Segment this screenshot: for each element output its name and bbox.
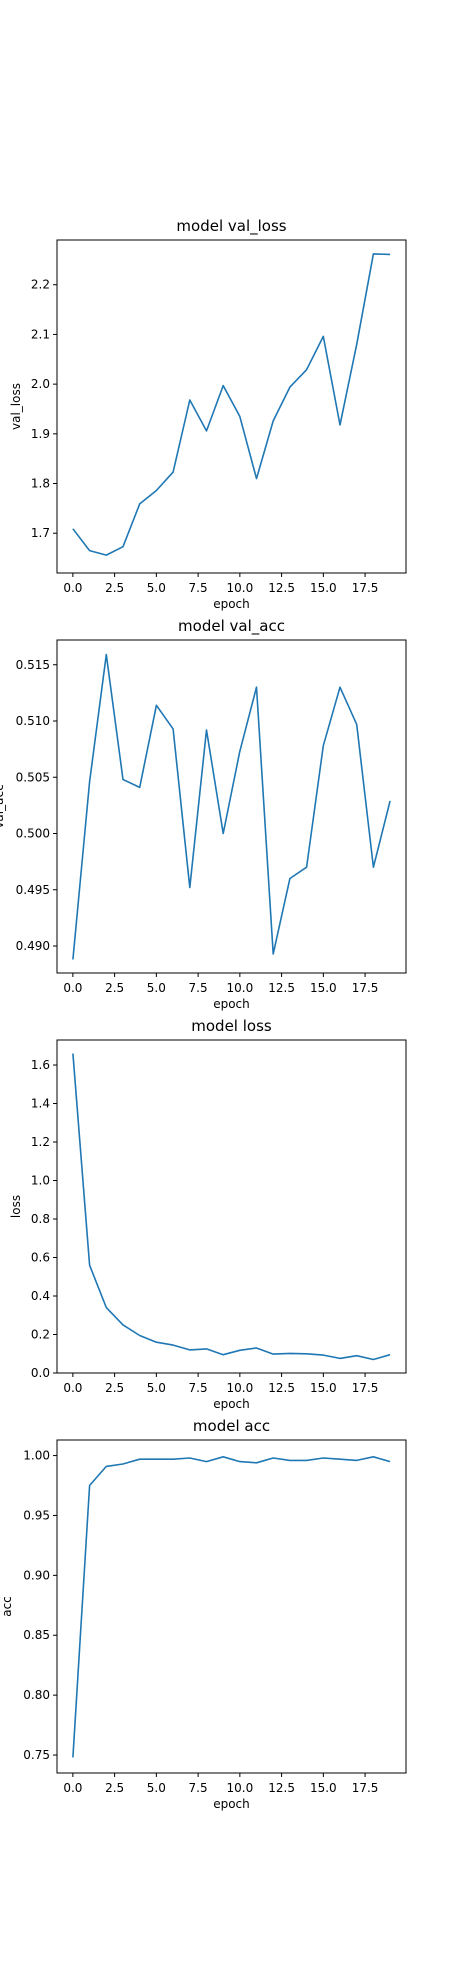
y-tick-label: 1.00 xyxy=(23,1449,50,1463)
y-tick-label: 2.1 xyxy=(31,327,50,341)
y-tick-label: 0.95 xyxy=(23,1508,50,1522)
y-tick-label: 0.6 xyxy=(31,1251,50,1265)
y-tick-label: 0.490 xyxy=(16,939,50,953)
y-tick-label: 0.2 xyxy=(31,1328,50,1342)
x-tick-label: 10.0 xyxy=(226,1381,253,1395)
y-tick-label: 1.0 xyxy=(31,1174,50,1188)
panel-acc: model acc 0.0 2.5 5.0 7.5 10.0 12.5 15.0 17.5 0… xyxy=(0,1417,407,1811)
x-tick-label: 15.0 xyxy=(310,1781,337,1795)
x-tick-label: 7.5 xyxy=(189,981,208,995)
plot-frame xyxy=(56,639,407,974)
y-axis-ticks: 0.490 0.495 0.500 0.505 0.510 0.515 xyxy=(16,658,57,953)
y-tick-label: 1.9 xyxy=(31,427,50,441)
x-tick-label: 0.0 xyxy=(63,581,82,595)
y-axis-ticks: 0.0 0.2 0.4 0.6 0.8 1.0 1.2 1.4 1.6 xyxy=(31,1058,57,1380)
x-tick-label: 5.0 xyxy=(147,981,166,995)
y-axis-label: acc xyxy=(0,1596,14,1617)
y-axis-label: loss xyxy=(9,1195,23,1218)
y-tick-label: 0.8 xyxy=(31,1212,50,1226)
x-axis-ticks: 0.0 2.5 5.0 7.5 10.0 12.5 15.0 17.5 xyxy=(63,1373,378,1395)
y-tick-label: 1.4 xyxy=(31,1097,50,1111)
x-axis-label: epoch xyxy=(213,1397,250,1411)
x-tick-label: 10.0 xyxy=(226,1781,253,1795)
y-tick-label: 0.85 xyxy=(23,1628,50,1642)
x-axis-ticks: 0.0 2.5 5.0 7.5 10.0 12.5 15.0 17.5 xyxy=(63,573,378,595)
x-tick-label: 2.5 xyxy=(105,981,124,995)
plot-frame xyxy=(56,1039,407,1374)
x-tick-label: 12.5 xyxy=(268,1381,295,1395)
y-axis-label: val_acc xyxy=(0,784,6,828)
x-tick-label: 17.5 xyxy=(352,581,379,595)
x-tick-label: 0.0 xyxy=(63,1781,82,1795)
x-tick-label: 0.0 xyxy=(63,981,82,995)
panel-loss: model loss 0.0 2.5 5.0 7.5 10.0 12.5 15.0 17.5 … xyxy=(9,1017,407,1411)
y-tick-label: 2.0 xyxy=(31,377,50,391)
y-tick-label: 0.505 xyxy=(16,770,50,784)
x-axis-ticks: 0.0 2.5 5.0 7.5 10.0 12.5 15.0 17.5 xyxy=(63,973,378,995)
y-axis-ticks: 1.7 1.8 1.9 2.0 2.1 2.2 xyxy=(31,278,57,540)
x-tick-label: 5.0 xyxy=(147,1781,166,1795)
y-tick-label: 1.6 xyxy=(31,1058,50,1072)
y-tick-label: 0.510 xyxy=(16,714,50,728)
x-tick-label: 10.0 xyxy=(226,981,253,995)
y-axis-ticks: 0.75 0.80 0.85 0.90 0.95 1.00 xyxy=(23,1449,57,1762)
y-tick-label: 0.75 xyxy=(23,1748,50,1762)
x-tick-label: 10.0 xyxy=(226,581,253,595)
x-tick-label: 5.0 xyxy=(147,581,166,595)
x-tick-label: 17.5 xyxy=(352,981,379,995)
panel-val-acc: model val_acc 0.0 2.5 5.0 7.5 10.0 12.5 15.0 17… xyxy=(0,617,407,1011)
x-axis-label: epoch xyxy=(213,1797,250,1811)
x-axis-label: epoch xyxy=(213,597,250,611)
y-axis-label: val_loss xyxy=(9,383,23,430)
y-tick-label: 0.4 xyxy=(31,1289,50,1303)
y-tick-label: 1.8 xyxy=(31,477,50,491)
x-tick-label: 17.5 xyxy=(352,1781,379,1795)
y-tick-label: 2.2 xyxy=(31,278,50,292)
chart-title: model loss xyxy=(191,1017,272,1035)
plot-frame xyxy=(56,239,407,574)
x-tick-label: 2.5 xyxy=(105,581,124,595)
chart-title: model val_acc xyxy=(178,617,285,636)
series-line xyxy=(72,1053,391,1361)
x-tick-label: 7.5 xyxy=(189,1781,208,1795)
y-tick-label: 1.2 xyxy=(31,1135,50,1149)
x-tick-label: 7.5 xyxy=(189,1381,208,1395)
series-line xyxy=(72,1456,391,1758)
x-tick-label: 12.5 xyxy=(268,1781,295,1795)
chart-title: model val_loss xyxy=(176,217,286,236)
chart-title: model acc xyxy=(193,1417,270,1435)
y-tick-label: 0.80 xyxy=(23,1688,50,1702)
x-axis-label: epoch xyxy=(213,997,250,1011)
x-tick-label: 0.0 xyxy=(63,1381,82,1395)
x-tick-label: 15.0 xyxy=(310,1381,337,1395)
x-tick-label: 7.5 xyxy=(189,581,208,595)
x-tick-label: 5.0 xyxy=(147,1381,166,1395)
x-tick-label: 2.5 xyxy=(105,1381,124,1395)
series-line xyxy=(72,653,391,960)
x-tick-label: 12.5 xyxy=(268,981,295,995)
series-line xyxy=(72,253,391,556)
y-tick-label: 1.7 xyxy=(31,526,50,540)
y-tick-label: 0.495 xyxy=(16,883,50,897)
y-tick-label: 0.500 xyxy=(16,827,50,841)
x-tick-label: 12.5 xyxy=(268,581,295,595)
y-tick-label: 0.0 xyxy=(31,1366,50,1380)
x-tick-label: 2.5 xyxy=(105,1781,124,1795)
x-tick-label: 15.0 xyxy=(310,581,337,595)
plot-frame xyxy=(56,1439,407,1774)
panel-val-loss: model val_loss 0.0 2.5 5.0 7.5 10.0 12.5 15.0 1… xyxy=(9,217,407,611)
x-tick-label: 15.0 xyxy=(310,981,337,995)
x-axis-ticks: 0.0 2.5 5.0 7.5 10.0 12.5 15.0 17.5 xyxy=(63,1773,378,1795)
x-tick-label: 17.5 xyxy=(352,1381,379,1395)
y-tick-label: 0.90 xyxy=(23,1568,50,1582)
y-tick-label: 0.515 xyxy=(16,658,50,672)
